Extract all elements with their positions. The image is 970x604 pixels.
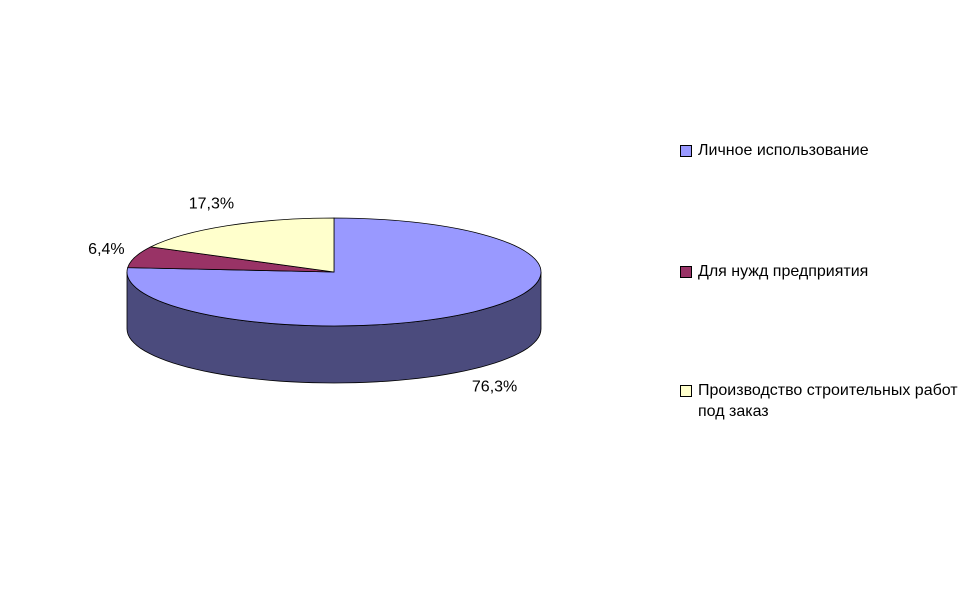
slice: [149, 217, 335, 273]
legend-item: Производство строительных работ под зака…: [680, 380, 965, 422]
legend-item: Для нужд предприятия: [680, 261, 965, 282]
legend-swatch: [680, 145, 692, 157]
legend-label: Личное использование: [698, 142, 869, 159]
legend-swatch: [680, 266, 692, 278]
legend-swatch: [680, 385, 692, 397]
legend-item: Личное использование: [680, 140, 965, 161]
legend-label: Производство строительных работ под зака…: [698, 382, 958, 420]
data-label: 6,4%: [88, 241, 124, 258]
data-label: 17,3%: [189, 196, 234, 213]
data-label: 76,3%: [472, 378, 517, 395]
legend-label: Для нужд предприятия: [698, 263, 869, 280]
